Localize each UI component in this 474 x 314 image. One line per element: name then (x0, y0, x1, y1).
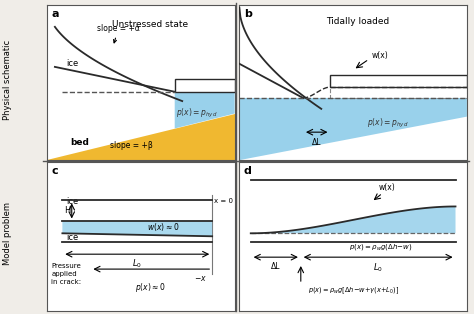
Text: x = 0: x = 0 (214, 198, 233, 203)
Text: $p(x)\approx 0$: $p(x)\approx 0$ (135, 281, 166, 294)
Text: ΔL: ΔL (271, 262, 281, 271)
Text: $L_0$: $L_0$ (132, 257, 142, 270)
Text: b: b (244, 9, 252, 19)
Polygon shape (239, 98, 467, 160)
Text: c: c (51, 166, 58, 176)
Text: $w(x)\approx 0$: $w(x)\approx 0$ (147, 221, 180, 233)
Text: ΔL: ΔL (312, 138, 321, 147)
Text: Physical schematic: Physical schematic (3, 40, 11, 120)
Text: slope = +β: slope = +β (110, 141, 153, 150)
Text: $p(x)=p_{hyd}$: $p(x)=p_{hyd}$ (176, 107, 218, 120)
Text: w(x): w(x) (371, 51, 388, 60)
Text: bed: bed (70, 138, 89, 147)
Polygon shape (175, 92, 235, 128)
Text: d: d (244, 166, 252, 176)
Text: $p(x)=p_{hyd}$: $p(x)=p_{hyd}$ (366, 117, 408, 130)
Text: $L_0$: $L_0$ (373, 262, 383, 274)
Polygon shape (175, 79, 235, 92)
Text: w(x): w(x) (379, 182, 396, 192)
Text: $p(x)=\rho_w g(\Delta h{-}w)$: $p(x)=\rho_w g(\Delta h{-}w)$ (349, 242, 412, 252)
Polygon shape (63, 221, 212, 236)
Text: $p(x)=\rho_w g[\Delta h{-}w{+}\gamma(x{+}L_0)]$: $p(x)=\rho_w g[\Delta h{-}w{+}\gamma(x{+… (308, 285, 399, 296)
Polygon shape (47, 113, 235, 160)
Text: Pressure
applied
in crack:: Pressure applied in crack: (51, 263, 81, 285)
Text: ice: ice (66, 198, 78, 207)
Text: H: H (64, 206, 71, 215)
Text: ice: ice (66, 233, 78, 242)
Text: slope = +α: slope = +α (97, 24, 140, 43)
Text: Unstressed state: Unstressed state (112, 20, 189, 29)
Polygon shape (251, 207, 456, 233)
Polygon shape (330, 75, 467, 87)
Text: $-x$: $-x$ (193, 273, 207, 283)
Text: a: a (51, 9, 59, 19)
Text: ice: ice (66, 59, 78, 68)
Text: Model problem: Model problem (3, 203, 11, 265)
Text: Tidally loaded: Tidally loaded (326, 17, 389, 26)
